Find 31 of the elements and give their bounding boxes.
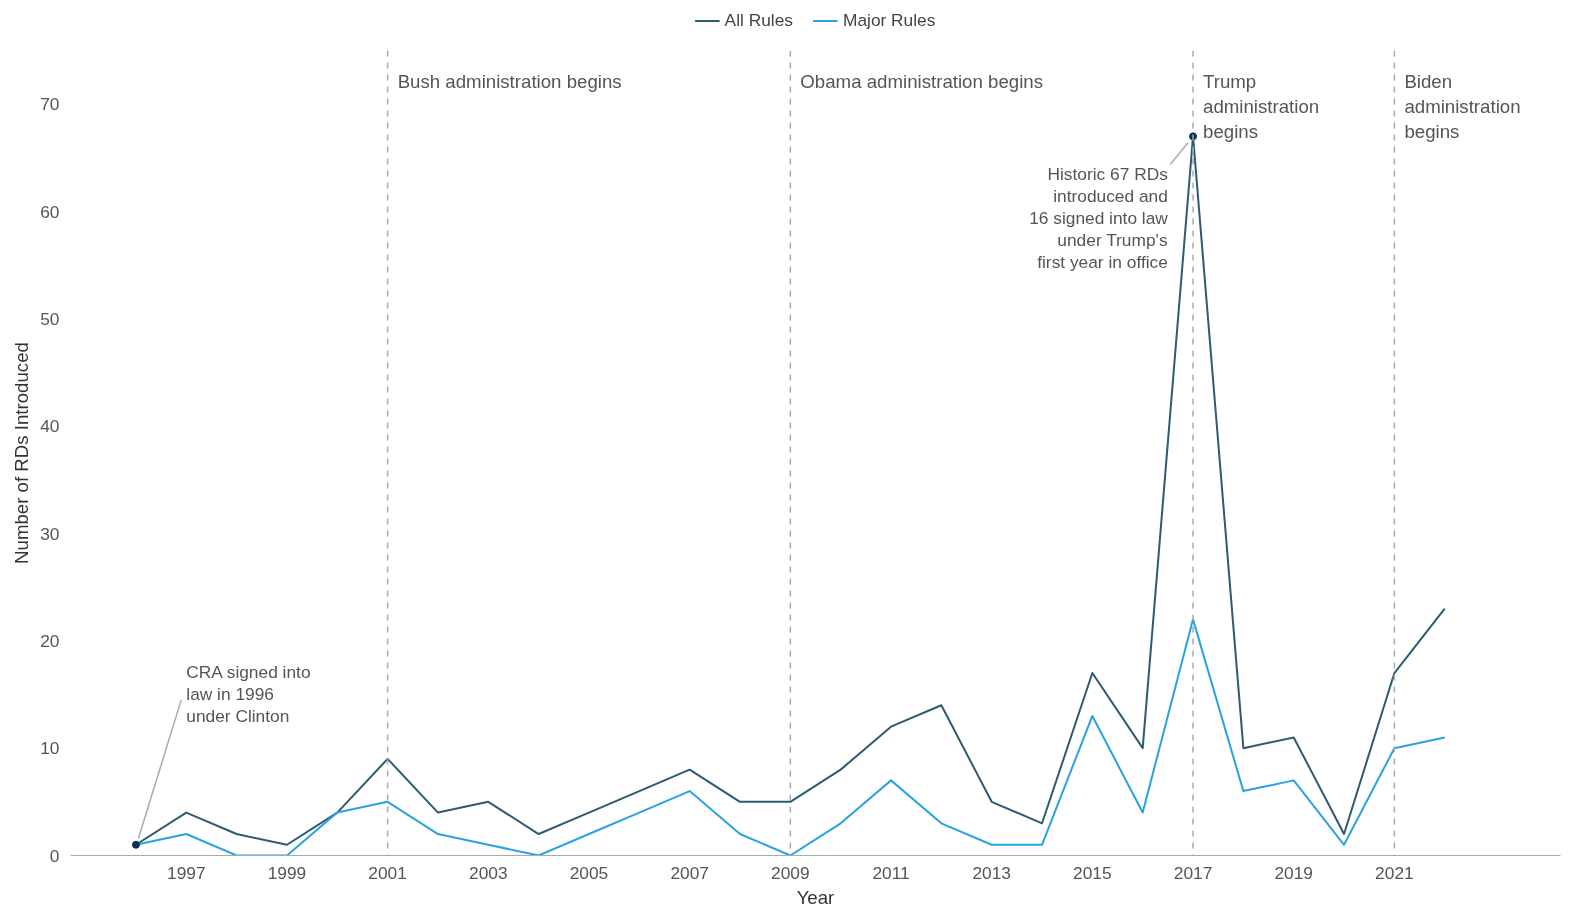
legend-label: All Rules (724, 9, 793, 31)
x-tick-label: 2021 (1375, 862, 1414, 883)
x-tick-label: 2003 (469, 862, 508, 883)
y-tick-label: 50 (40, 308, 60, 329)
x-tick-label: 2013 (972, 862, 1011, 883)
y-tick-label: 0 (49, 845, 60, 866)
y-tick-label: 10 (40, 738, 60, 759)
legend-label: Major Rules (842, 9, 936, 31)
y-tick-label: 60 (40, 201, 60, 222)
x-tick-label: 2017 (1173, 862, 1213, 883)
x-tick-label: 2019 (1274, 862, 1313, 883)
x-axis-title: Year (796, 886, 835, 908)
ref-line-label: Bush administration begins (397, 70, 622, 92)
ref-line-label: Trump administration begins (1203, 70, 1320, 142)
ref-line-label: Obama administration begins (800, 70, 1043, 92)
ref-line-label: Biden administration begins (1404, 70, 1521, 142)
y-axis-title: Number of RDs Introduced (11, 342, 33, 564)
x-tick-label: 1999 (267, 862, 307, 883)
x-tick-label: 2015 (1073, 862, 1112, 883)
x-tick-label: 2011 (872, 862, 910, 883)
annotation: Historic 67 RDs introduced and 16 signed into law under Trump's first year in office (1029, 164, 1169, 273)
y-tick-label: 70 (40, 94, 60, 115)
x-tick-label: 2009 (771, 862, 810, 883)
x-tick-label: 2001 (368, 862, 407, 883)
x-tick-label: 2007 (670, 862, 709, 883)
y-tick-label: 20 (40, 630, 60, 651)
x-tick-label: 2005 (569, 862, 609, 883)
x-tick-label: 1997 (167, 862, 206, 883)
y-tick-label: 30 (40, 523, 60, 544)
y-tick-label: 40 (40, 416, 60, 437)
annotation: CRA signed into law in 1996 under Clinton (186, 662, 311, 727)
